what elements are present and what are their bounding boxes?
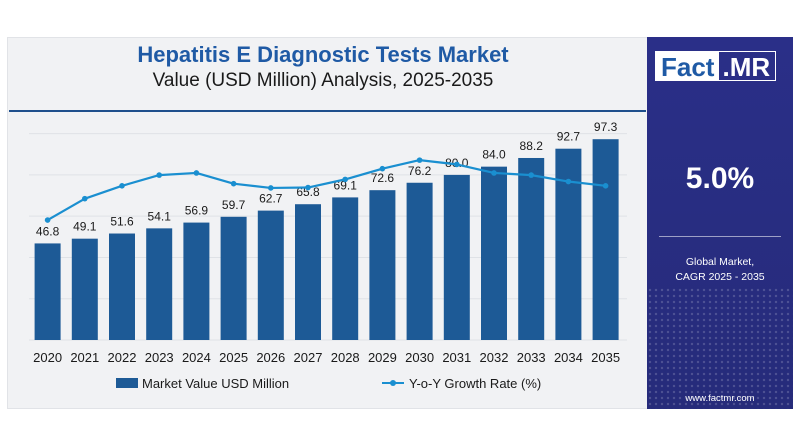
chart-area: 46.8 49.1 51.6 54.1 56.9 59.7 62.7 65.8 69.1 72.6… — [29, 120, 627, 391]
legend-swatch-growth-marker — [390, 380, 396, 386]
bar-data-labels: 46.8 49.1 51.6 54.1 56.9 59.7 62.7 65.8 69.1 72.6… — [36, 120, 618, 238]
growth-point — [379, 165, 386, 172]
bar — [220, 216, 247, 340]
bar — [257, 210, 284, 340]
bar — [555, 148, 582, 340]
bar-value-label: 56.9 — [185, 204, 209, 218]
growth-point — [416, 157, 423, 163]
dot-pattern-decoration — [647, 287, 793, 409]
bar — [183, 222, 210, 340]
bar — [592, 139, 619, 340]
x-tick-label: 2028 — [331, 350, 360, 365]
x-tick-label: 2023 — [145, 350, 174, 365]
growth-point — [82, 195, 88, 202]
bar-value-label: 65.8 — [296, 185, 320, 199]
bar-value-label: 92.7 — [557, 130, 581, 144]
logo-text-fact: Fact — [655, 51, 720, 82]
x-tick-label: 2025 — [219, 350, 248, 365]
chart-subtitle: Value (USD Million) Analysis, 2025-2035 — [152, 70, 494, 91]
growth-point — [491, 170, 497, 176]
x-tick-label: 2033 — [517, 350, 546, 365]
cagr-value: 5.0% — [685, 162, 755, 195]
legend-label-growth-rate: Y-o-Y Growth Rate (%) — [409, 376, 541, 391]
legend: Market Value USD Million Y-o-Y Growth Ra… — [116, 376, 541, 391]
x-tick-label: 2026 — [256, 350, 285, 365]
cagr-label-line2: CAGR 2025 - 2035 — [675, 271, 765, 283]
bar — [34, 243, 61, 340]
bar — [481, 166, 507, 340]
bar — [443, 174, 470, 340]
bar — [71, 238, 98, 340]
x-tick-label: 2022 — [108, 350, 137, 365]
bar-value-label: 84.0 — [482, 148, 506, 162]
x-tick-label: 2035 — [591, 350, 620, 365]
bar — [406, 182, 433, 340]
x-tick-label: 2034 — [554, 350, 583, 365]
bar-value-label: 62.7 — [259, 192, 283, 206]
x-tick-label: 2020 — [33, 350, 62, 365]
legend-swatch-market-value — [116, 378, 138, 388]
bar-value-label: 76.2 — [408, 164, 432, 178]
cagr-divider — [659, 236, 781, 237]
growth-line-series — [44, 157, 609, 223]
website-link[interactable]: www.factmr.com — [685, 393, 755, 404]
bar-series — [34, 139, 619, 340]
bar-value-label: 49.1 — [73, 220, 97, 234]
x-tick-label: 2031 — [442, 350, 471, 365]
growth-line — [47, 159, 606, 222]
growth-point — [602, 183, 609, 189]
bar — [109, 233, 135, 340]
x-tick-label: 2032 — [480, 350, 509, 365]
growth-point — [44, 217, 51, 223]
bar-value-label: 97.3 — [594, 120, 618, 134]
chart-title: Hepatitis E Diagnostic Tests Market — [137, 42, 509, 67]
growth-point — [305, 184, 311, 191]
x-tick-label: 2030 — [405, 350, 434, 365]
growth-point — [454, 161, 460, 168]
summary-side-panel: Fact .MR 5.0% Global Market, CAGR 2025 -… — [647, 37, 793, 409]
x-tick-label: 2021 — [70, 350, 99, 365]
bar-value-label: 51.6 — [110, 215, 134, 229]
bar — [332, 197, 359, 340]
bar-value-label: 72.6 — [371, 171, 395, 185]
logo-text-mr: .MR — [719, 51, 777, 82]
x-tick-label: 2027 — [294, 350, 323, 365]
bar-value-label: 69.1 — [334, 178, 358, 192]
x-tick-label: 2024 — [182, 350, 211, 365]
bar — [369, 190, 396, 340]
factmr-logo: Fact .MR — [655, 51, 777, 82]
growth-point — [342, 176, 349, 183]
bar-value-label: 54.1 — [148, 209, 172, 223]
bar — [146, 228, 173, 340]
growth-point — [268, 185, 274, 191]
growth-point — [528, 172, 534, 178]
bar — [518, 157, 545, 340]
cagr-label-line1: Global Market, — [685, 256, 755, 268]
bar — [295, 204, 321, 340]
bar-value-label: 59.7 — [222, 198, 246, 212]
growth-point — [156, 172, 162, 178]
growth-point — [230, 180, 237, 187]
bar-value-label: 46.8 — [36, 224, 60, 238]
x-tick-label: 2029 — [368, 350, 397, 365]
title-divider — [9, 110, 646, 112]
legend-label-market-value: Market Value USD Million — [142, 376, 289, 391]
bar-value-label: 88.2 — [520, 139, 544, 153]
growth-point — [193, 170, 200, 176]
growth-point — [565, 178, 572, 185]
x-axis-tick-labels: 2020 2021 2022 2023 2024 2025 2026 2027 2028 2029… — [33, 350, 620, 365]
growth-point — [119, 183, 125, 189]
